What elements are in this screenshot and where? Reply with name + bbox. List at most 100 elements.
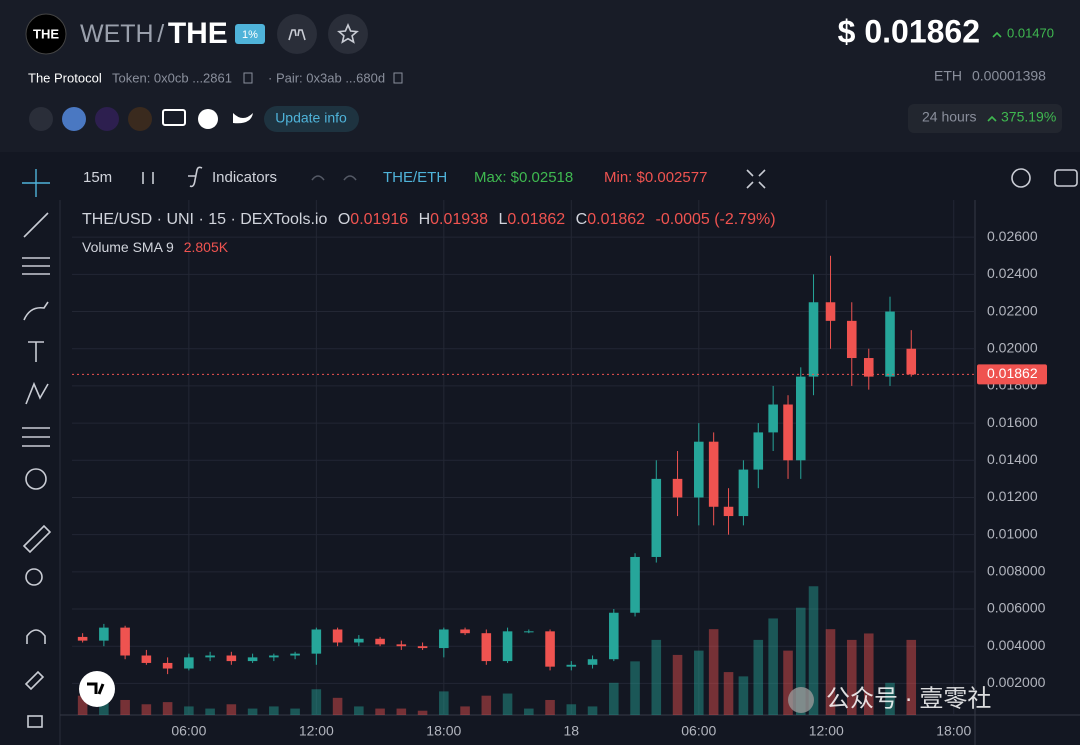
text-tool[interactable] <box>28 341 44 362</box>
volume-bar <box>885 682 895 715</box>
x-tick-label: 18:00 <box>426 723 461 739</box>
volume-bar <box>77 695 88 715</box>
last-price-tag <box>977 364 1047 385</box>
volume-bar <box>863 633 874 715</box>
interval-button[interactable]: 15m <box>83 169 112 186</box>
lock-draw-tool[interactable] <box>24 670 45 691</box>
lock-tool[interactable] <box>27 715 43 728</box>
update-info-button[interactable] <box>264 106 359 132</box>
candle-body <box>587 659 598 665</box>
candle-body <box>99 627 109 641</box>
pair-title: WETH / THE <box>80 17 228 50</box>
candle-body <box>481 633 492 662</box>
quote-switch[interactable]: THE/ETH <box>383 169 447 186</box>
candle-body <box>439 629 449 649</box>
fee-badge-text: 1% <box>242 29 258 41</box>
y-tick-label: 0.01200 <box>987 488 1038 504</box>
candle-body <box>768 404 778 433</box>
icon-tool[interactable] <box>25 468 47 490</box>
price-change: 0.01470 <box>1007 25 1054 40</box>
candle-body <box>77 636 88 641</box>
low-key: L <box>498 211 507 228</box>
volume-bar <box>783 650 793 715</box>
fib-tool[interactable] <box>22 257 50 275</box>
volume-bar <box>481 695 492 715</box>
zoom-tool[interactable] <box>25 568 43 586</box>
candle-body <box>795 376 806 461</box>
watermark: 公众号 · 壹零社 <box>826 685 991 712</box>
fullscreen-icon[interactable] <box>746 169 766 189</box>
volume-bar <box>226 704 237 715</box>
volume-bar <box>708 629 719 715</box>
y-tick-label: 0.004000 <box>987 637 1046 653</box>
candle-body <box>753 432 764 470</box>
volume-bar <box>354 706 364 715</box>
candle-body <box>825 302 836 321</box>
volume-bar <box>502 693 513 715</box>
volume-bar <box>846 639 857 715</box>
volume-bar <box>247 708 258 715</box>
copy-token[interactable] <box>243 72 253 84</box>
volume-bar <box>269 706 279 715</box>
candle-body <box>906 348 917 375</box>
pattern-tool[interactable] <box>25 381 49 405</box>
period-change: 375.19% <box>1001 109 1056 125</box>
candle-body <box>694 441 704 498</box>
explorer-button[interactable] <box>62 107 86 131</box>
volume-bar <box>375 708 385 715</box>
crosshair-tool[interactable] <box>22 169 50 197</box>
y-tick-label: 0.02600 <box>987 228 1038 244</box>
token-logo-text: THE <box>33 26 59 41</box>
candle-body <box>708 441 719 507</box>
x-tick-label: 18 <box>564 723 580 739</box>
high-key: H <box>419 211 431 228</box>
indicators-button[interactable]: Indicators <box>212 169 277 186</box>
update-info-text: Update info <box>275 110 347 126</box>
y-tick-label: 0.01400 <box>987 451 1038 467</box>
screenshot-icon[interactable] <box>1054 169 1078 187</box>
star-icon <box>337 22 359 44</box>
candle-body <box>808 302 819 377</box>
y-tick-label: 0.02000 <box>987 339 1038 355</box>
candle-body <box>885 311 895 377</box>
site-button[interactable] <box>95 107 119 131</box>
period-label: 24 hours <box>922 109 976 125</box>
telegram-button[interactable] <box>198 109 218 129</box>
watermark-icon <box>788 687 814 713</box>
volume-bar <box>609 682 619 715</box>
period-arrow <box>987 115 997 122</box>
last-price-label: 0.01862 <box>987 365 1038 381</box>
x-tick-label: 12:00 <box>809 723 844 739</box>
forecast-tool[interactable] <box>22 427 50 447</box>
open-value: 0.01916 <box>350 211 408 228</box>
candle-body <box>141 655 152 663</box>
candle-type-icon[interactable] <box>142 172 154 184</box>
base-symbol: WETH <box>80 20 154 48</box>
brush-tool[interactable] <box>23 301 49 321</box>
x-tick-label: 06:00 <box>681 723 716 739</box>
candle-body <box>311 629 322 654</box>
volume-bar <box>120 699 130 715</box>
trendline-tool[interactable] <box>23 212 49 238</box>
change-value: -0.0005 (-2.79%) <box>656 211 776 228</box>
legend-line: THE/USD · UNI · 15 · DEXTools.io O0.0191… <box>82 211 776 228</box>
magnet-tool[interactable] <box>26 629 46 644</box>
share-button[interactable] <box>29 107 53 131</box>
drawing-tools <box>22 169 52 728</box>
twitter-button[interactable] <box>233 113 253 124</box>
undo-redo[interactable] <box>311 175 357 181</box>
settings-icon[interactable] <box>1011 168 1031 188</box>
volume-bar <box>162 702 173 715</box>
copy-pair[interactable] <box>393 72 403 84</box>
ruler-tool[interactable] <box>22 524 52 554</box>
metamask-button[interactable] <box>128 107 152 131</box>
volume-bar <box>311 689 322 715</box>
favorite-button[interactable] <box>328 14 368 54</box>
website-button[interactable] <box>162 109 186 126</box>
candle-body <box>396 644 407 647</box>
candle-body <box>354 638 364 643</box>
binoculars-button[interactable] <box>277 14 317 54</box>
volume-bar <box>753 639 764 715</box>
eth-label: ETH <box>934 68 962 84</box>
candle-body <box>290 653 300 656</box>
